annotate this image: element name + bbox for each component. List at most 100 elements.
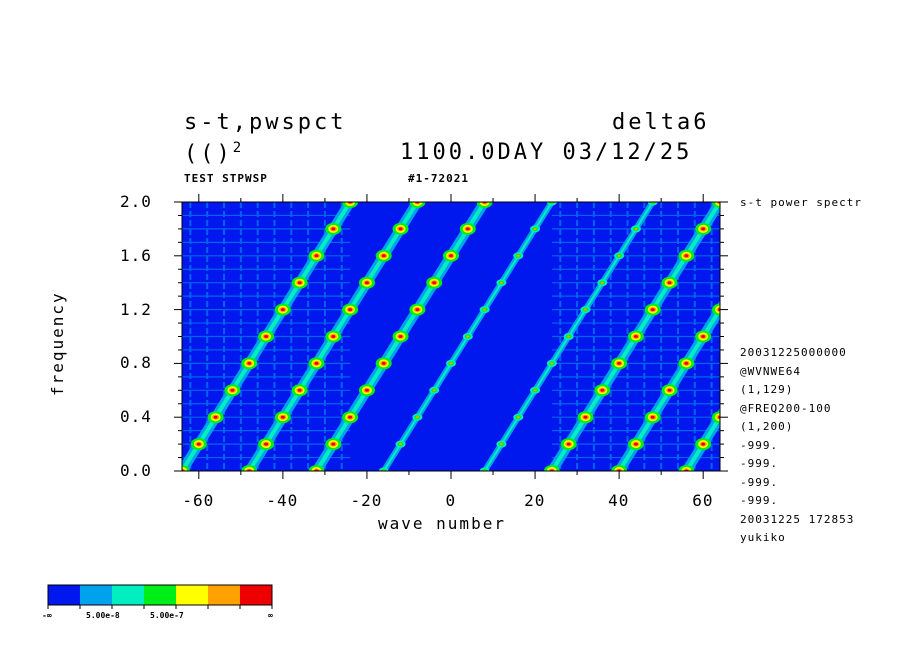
peak-mid <box>799 279 809 287</box>
peak-inner <box>767 334 774 339</box>
plot-title-right: delta6 <box>612 110 710 135</box>
peak-outer <box>779 304 795 316</box>
side-info-line: (1,129) <box>740 383 794 396</box>
peak-core <box>516 416 520 419</box>
peak-core <box>381 254 386 258</box>
colorbar-label: 5.00e-7 <box>150 611 184 620</box>
side-info-line: -999. <box>740 457 779 470</box>
peak-inner <box>851 200 858 205</box>
y-tick-label: 0.4 <box>120 407 152 427</box>
peak-outer <box>830 223 846 235</box>
peak-core <box>566 442 571 446</box>
peak-core <box>684 361 689 365</box>
peak-core <box>364 388 369 392</box>
peak-mid <box>765 333 775 341</box>
peak-core <box>230 388 235 392</box>
side-info-line: -999. <box>740 475 779 489</box>
peak-outer <box>746 250 762 262</box>
peak-mid <box>732 386 742 394</box>
peak-mid <box>749 252 759 260</box>
peak-mid <box>782 198 792 206</box>
peak-mid <box>765 225 775 233</box>
peak-core <box>617 361 622 365</box>
peak-core <box>331 227 336 231</box>
peak-core <box>567 335 571 338</box>
peak-core <box>785 308 789 311</box>
peak-outer <box>729 277 745 289</box>
peak-core <box>600 388 605 392</box>
peak-core <box>314 361 319 365</box>
superscript: 2 <box>232 140 245 156</box>
colorbar-swatch <box>144 585 176 605</box>
peak-core <box>432 281 437 285</box>
ridge <box>479 202 658 471</box>
ridge <box>611 198 792 471</box>
peak-core <box>600 281 604 284</box>
x-tick-label: -20 <box>350 491 383 510</box>
peak-core <box>617 254 621 257</box>
peak-core <box>449 362 453 365</box>
peak-core <box>752 362 756 365</box>
peak-mid <box>749 359 759 367</box>
colorbar-frame <box>47 584 273 606</box>
peak-core <box>516 254 520 257</box>
peak-inner <box>750 253 757 258</box>
x-tick-label: -60 <box>182 491 215 510</box>
heatmap-area <box>182 196 863 471</box>
peak-core <box>633 442 638 446</box>
peak-core <box>297 388 302 392</box>
y-tick-label: 1.2 <box>120 299 152 319</box>
colorbar-swatch <box>240 585 272 605</box>
peak-outer <box>729 384 745 396</box>
peak-core <box>583 415 588 419</box>
peak-core <box>499 281 503 284</box>
x-tick-label: 60 <box>692 491 714 510</box>
peak-core <box>465 227 470 231</box>
colorbar-swatch <box>48 585 80 605</box>
y-axis-label: frequency <box>48 291 67 396</box>
peak-core <box>634 227 638 230</box>
peak-mid <box>782 306 792 314</box>
side-info-line: -999. <box>740 494 779 507</box>
peak-core <box>264 442 269 446</box>
y-tick-label: 2.0 <box>120 192 152 211</box>
peak-core <box>280 415 285 419</box>
peak-core <box>331 442 336 446</box>
peak-inner <box>784 307 791 312</box>
peak-inner <box>784 200 791 205</box>
side-info-line: @WVNWE64 <box>740 364 801 378</box>
peak-core <box>701 227 706 231</box>
peak-core <box>650 308 655 312</box>
peak-core <box>466 335 470 338</box>
spectral-texture <box>182 202 720 471</box>
peak-core <box>415 416 419 419</box>
ridge <box>241 202 426 471</box>
peak-inner <box>767 226 774 231</box>
peak-core <box>449 254 453 258</box>
side-info-line: yukiko <box>740 531 786 544</box>
colorbar-label: -∞ <box>42 611 52 620</box>
peak-outer <box>796 277 812 289</box>
peak-core <box>667 281 672 285</box>
peak-outer <box>847 196 863 208</box>
side-title: s-t power spectr <box>740 196 862 209</box>
plot-title-left: s-t,pwspct <box>184 110 347 135</box>
ridge <box>543 202 720 471</box>
peak-core <box>701 335 706 338</box>
ridge <box>308 202 493 471</box>
peak-outer <box>746 357 762 369</box>
peak-core <box>735 281 739 284</box>
peak-core <box>348 415 353 419</box>
peak-core <box>196 442 201 446</box>
peak-core <box>633 335 638 338</box>
y-tick-label: 0.8 <box>120 353 152 373</box>
colorbar-swatch <box>112 585 144 605</box>
axis-ticks <box>174 194 728 479</box>
peak-core <box>399 443 403 446</box>
peak-mid <box>833 225 843 233</box>
peak-core <box>650 415 655 419</box>
run-id: #1-72021 <box>408 172 469 185</box>
peak-core <box>735 389 739 392</box>
colorbar-label: 5.00e-8 <box>86 611 120 620</box>
